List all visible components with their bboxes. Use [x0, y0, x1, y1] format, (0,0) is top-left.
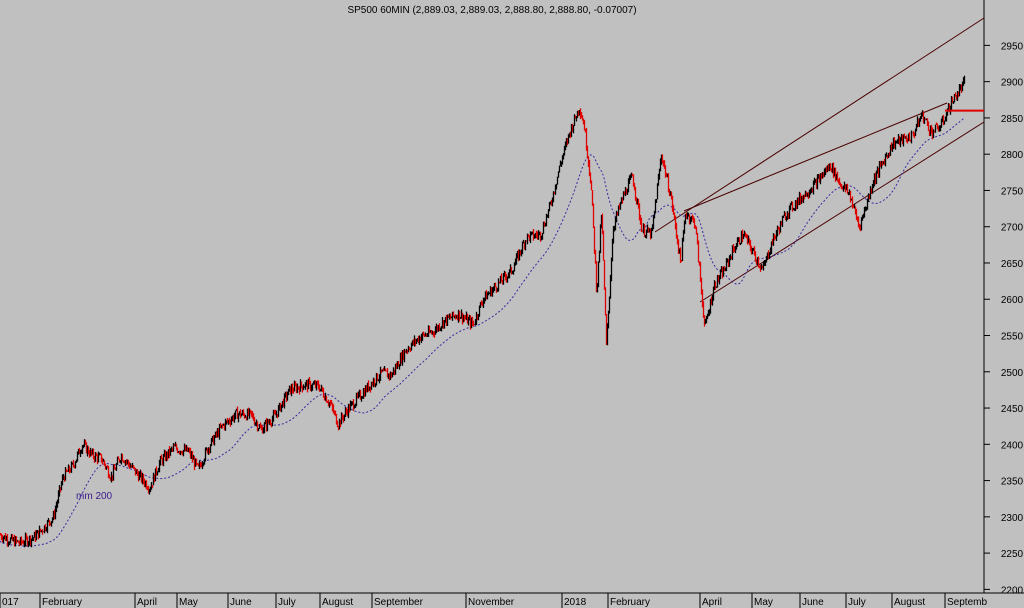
price-axis: 2200 2250 2300 2350 2400 2450 2500 2550 2600 2650… [983, 0, 1024, 596]
y-tick-label: 2200 [1001, 585, 1024, 596]
x-tick-label: September [374, 597, 424, 608]
x-tick-label: February [42, 597, 82, 608]
x-tick-label: July [848, 597, 866, 608]
x-tick-label: June [230, 597, 252, 608]
x-tick-label: April [137, 597, 157, 608]
y-tick-label: 2250 [1001, 549, 1024, 560]
channel-line [699, 121, 985, 303]
y-tick-label: 2950 [1001, 41, 1024, 52]
x-tick-label: February [610, 597, 650, 608]
x-tick-label: June [802, 597, 824, 608]
x-tick-label: 017 [2, 597, 19, 608]
channel-line [654, 17, 985, 233]
x-tick-label: 2018 [564, 597, 587, 608]
x-tick-label: May [754, 597, 773, 608]
ma-label: mm 200 [76, 491, 113, 502]
y-tick-label: 2900 [1001, 78, 1024, 89]
y-tick-label: 2500 [1001, 368, 1024, 379]
moving-average-200 [0, 117, 965, 547]
ma-200-line [0, 117, 965, 547]
x-tick-label: November [468, 597, 515, 608]
price-bars [0, 75, 966, 548]
y-tick-label: 2300 [1001, 513, 1024, 524]
y-tick-label: 2400 [1001, 440, 1024, 451]
x-tick-label: Septemb [947, 597, 987, 608]
y-tick-label: 2350 [1001, 477, 1024, 488]
trend-channels [654, 17, 985, 303]
y-tick-label: 2600 [1001, 295, 1024, 306]
x-tick-label: July [278, 597, 296, 608]
y-tick-label: 2550 [1001, 332, 1024, 343]
time-axis: 017 February April May June July August Septemb… [0, 592, 1024, 608]
y-tick-label: 2450 [1001, 404, 1024, 415]
y-tick-label: 2650 [1001, 259, 1024, 270]
x-tick-label: May [179, 597, 198, 608]
y-tick-label: 2750 [1001, 186, 1024, 197]
chart-title: SP500 60MIN (2,889.03, 2,889.03, 2,888.8… [347, 5, 636, 16]
y-tick-label: 2850 [1001, 114, 1024, 125]
y-tick-label: 2700 [1001, 223, 1024, 234]
x-tick-label: August [322, 597, 353, 608]
x-tick-label: August [894, 597, 925, 608]
y-tick-label: 2800 [1001, 150, 1024, 161]
x-tick-label: April [702, 597, 722, 608]
channel-line [683, 102, 948, 212]
